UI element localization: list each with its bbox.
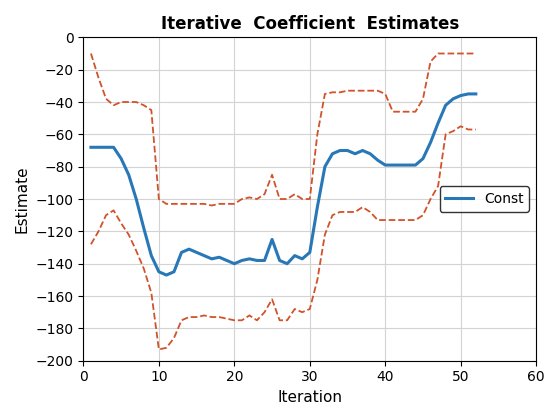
X-axis label: Iteration: Iteration bbox=[277, 390, 342, 405]
Const bbox=[87, 145, 94, 150]
Const bbox=[329, 151, 336, 156]
Const bbox=[163, 273, 170, 278]
Line: Const: Const bbox=[91, 94, 476, 275]
Const bbox=[465, 92, 472, 97]
Legend: Const: Const bbox=[440, 186, 529, 212]
Const bbox=[299, 256, 306, 261]
Const bbox=[473, 92, 479, 97]
Const bbox=[344, 148, 351, 153]
Const bbox=[231, 261, 237, 266]
Const bbox=[276, 258, 283, 263]
Title: Iterative  Coefficient  Estimates: Iterative Coefficient Estimates bbox=[161, 15, 459, 33]
Y-axis label: Estimate: Estimate bbox=[15, 165, 30, 233]
Const bbox=[118, 156, 124, 161]
